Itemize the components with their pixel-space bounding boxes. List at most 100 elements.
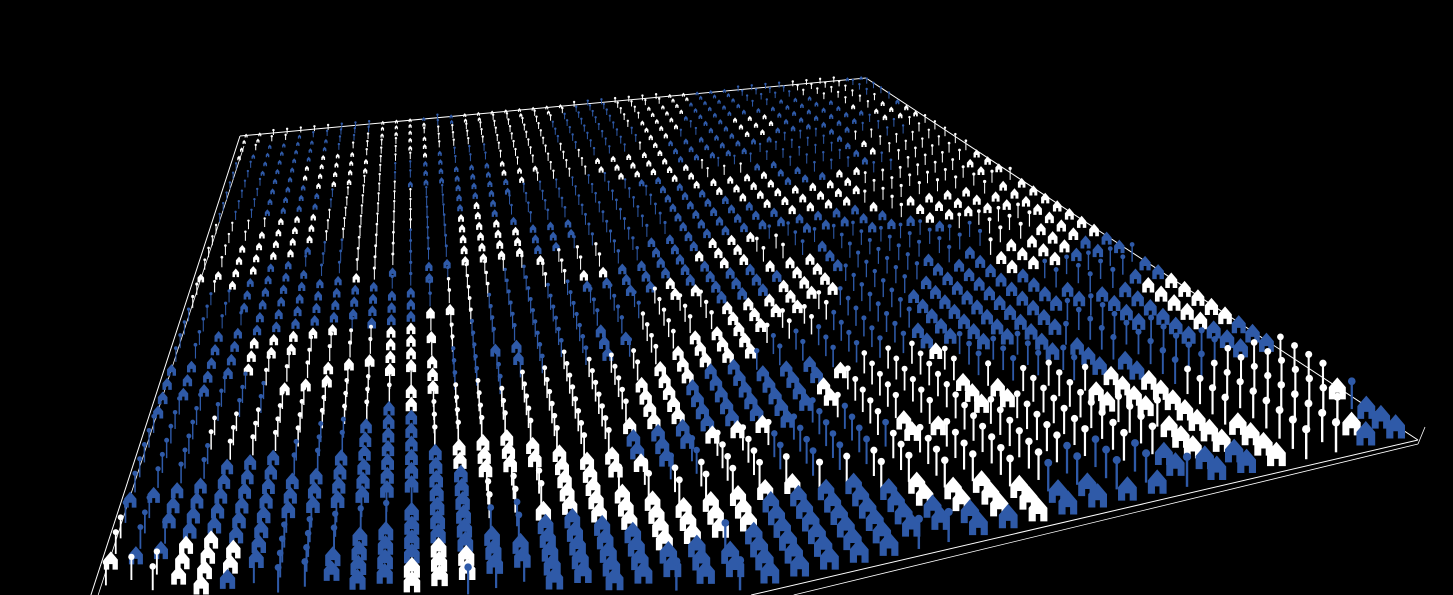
house-agent	[755, 414, 770, 434]
pin-marker-head	[162, 518, 169, 525]
house-agent	[210, 344, 220, 356]
pin-marker-head	[365, 147, 368, 151]
pin-marker-head	[285, 127, 289, 131]
pin-marker-head	[788, 155, 792, 159]
house-agent	[906, 195, 915, 206]
house-agent	[1176, 398, 1194, 421]
house-agent	[725, 149, 731, 157]
pin-marker-head	[851, 89, 854, 92]
pin-marker-head	[377, 182, 381, 185]
pin-marker-head	[802, 304, 807, 309]
pin-marker-head	[831, 223, 836, 228]
pin-marker-head	[244, 230, 247, 234]
pin-marker-head	[299, 399, 305, 404]
house-agent	[217, 472, 231, 489]
pin-marker-head	[577, 322, 582, 328]
pin-marker-head	[525, 405, 532, 411]
pin-marker-head	[765, 418, 772, 426]
pin-marker-head	[446, 265, 450, 270]
pin-marker-head	[937, 135, 941, 138]
house-agent	[406, 310, 416, 322]
pin-marker-head	[1088, 293, 1094, 299]
pin-marker-head	[844, 365, 851, 372]
house-agent	[310, 213, 316, 221]
frame-side-edge	[1417, 426, 1426, 445]
house-agent	[298, 194, 304, 201]
house-agent	[274, 308, 283, 320]
house-agent	[691, 390, 704, 408]
pin-marker-head	[451, 123, 454, 127]
house-agent	[844, 126, 850, 133]
pin-marker-head	[394, 161, 397, 165]
house-agent	[800, 103, 804, 109]
pin-marker-head	[448, 310, 453, 315]
pin-marker-head	[508, 125, 512, 128]
house-agent	[760, 171, 767, 179]
pin-marker-head	[721, 519, 730, 527]
pin-marker-head	[592, 379, 599, 386]
house-agent	[263, 161, 268, 167]
house-agent	[710, 178, 717, 186]
house-agent	[814, 210, 822, 221]
house-agent	[280, 151, 284, 156]
pin-marker-head	[362, 184, 365, 187]
house-agent	[766, 136, 772, 143]
pin-marker-head	[761, 245, 766, 250]
house-agent	[680, 430, 695, 449]
pin-marker-head	[340, 416, 346, 422]
house-agent	[1089, 223, 1099, 237]
house-agent	[463, 118, 468, 123]
house-agent	[670, 243, 679, 255]
pin-marker-head	[916, 163, 920, 167]
house-agent	[292, 158, 297, 164]
pin-marker-head	[1087, 398, 1095, 406]
pin-marker-head	[616, 101, 619, 104]
pin-marker-head	[393, 199, 396, 203]
house-agent	[381, 120, 385, 125]
pin-marker-head	[861, 350, 868, 356]
pin-marker-head	[303, 543, 310, 551]
pin-marker-head	[471, 330, 476, 335]
house-agent	[534, 244, 542, 254]
pin-marker-head	[615, 463, 623, 470]
pin-marker-head	[893, 264, 899, 270]
pin-marker-head	[816, 324, 822, 330]
house-agent	[751, 273, 762, 286]
pin-marker-head	[190, 419, 196, 425]
pin-marker-head	[611, 189, 614, 193]
house-agent	[517, 167, 522, 174]
house-agent	[404, 501, 419, 521]
house-agent	[698, 136, 704, 143]
pin-marker-head	[1109, 418, 1117, 427]
house-agent	[687, 200, 694, 210]
house-agent	[1142, 276, 1155, 293]
pin-marker-head	[380, 138, 383, 141]
house-agent	[1021, 195, 1031, 207]
house-agent	[349, 568, 366, 590]
pin-marker-head	[305, 360, 310, 365]
pin-marker-head	[1305, 374, 1314, 383]
house-agent	[671, 174, 678, 182]
house-agent	[241, 468, 254, 485]
pin-marker-head	[961, 165, 965, 169]
house-agent	[859, 109, 864, 116]
house-agent	[755, 317, 767, 332]
house-agent	[349, 160, 354, 166]
house-agent	[558, 104, 562, 109]
pin-marker-head	[231, 221, 234, 225]
pin-marker-head	[580, 117, 583, 120]
house-agent	[696, 560, 715, 584]
pin-marker-head	[927, 227, 932, 232]
pin-marker-head	[856, 250, 861, 255]
pin-marker-head	[733, 154, 736, 157]
pin-marker-head	[851, 272, 856, 278]
pin-marker-head	[612, 239, 617, 243]
house-agent	[741, 109, 746, 115]
pin-marker-head	[431, 386, 436, 392]
pin-marker-head	[240, 384, 245, 390]
frame-top-edge	[865, 77, 1419, 441]
pin-marker-head	[1318, 408, 1327, 417]
house-agent	[817, 377, 831, 395]
house-agent	[170, 482, 184, 499]
